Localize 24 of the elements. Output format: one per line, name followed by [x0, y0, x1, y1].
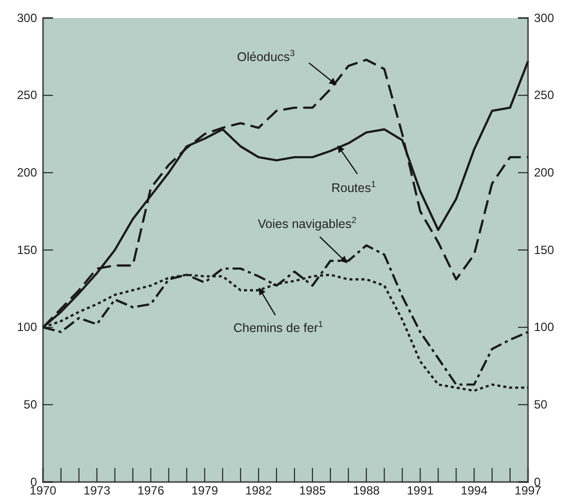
annotation: Oléoducs$^{3}$ [237, 48, 295, 64]
x-tick-label: 1979 [191, 484, 218, 498]
y2-tick-label: 200 [534, 166, 554, 180]
y2-tick-label: 100 [534, 320, 554, 334]
y2-tick-label: 250 [534, 88, 554, 102]
x-tick-label: 1985 [299, 484, 326, 498]
y2-tick-label: 300 [534, 10, 554, 25]
x-tick-label: 1988 [352, 484, 380, 498]
x-tick-label: 1976 [137, 484, 164, 498]
x-tick-label: 1982 [245, 484, 272, 498]
x-tick-label: 1991 [406, 484, 434, 498]
y-tick-label: 150 [16, 242, 38, 257]
y2-tick-label: 50 [534, 398, 548, 412]
annotation: Chemins de fer$^{1}$ [233, 319, 324, 336]
y-tick-label: 250 [16, 88, 38, 102]
y-tick-label: 50 [24, 398, 38, 412]
y-tick-label: 300 [16, 10, 38, 25]
y-tick-label: 200 [16, 166, 38, 180]
y2-tick-label: 150 [534, 242, 554, 257]
annotation: Routes$^{1}$ [331, 178, 376, 195]
annotation: Voies navigables$^{2}$ [258, 214, 357, 231]
x-tick-label: 1994 [460, 484, 488, 498]
y-tick-label: 100 [16, 320, 38, 334]
x-tick-label: 1973 [84, 484, 111, 498]
